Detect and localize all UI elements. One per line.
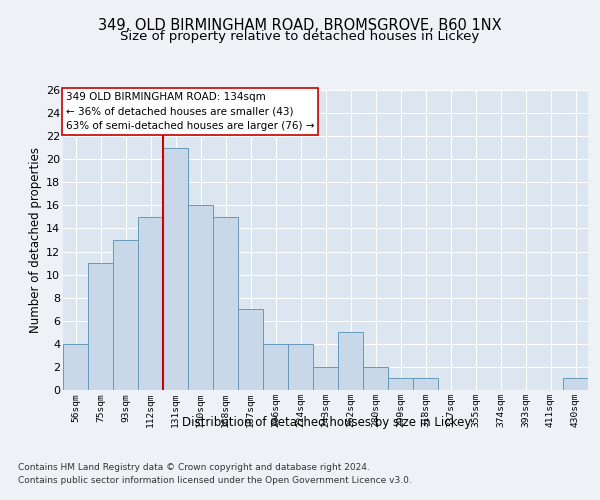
Bar bbox=[213, 217, 238, 390]
Text: Contains public sector information licensed under the Open Government Licence v3: Contains public sector information licen… bbox=[18, 476, 412, 485]
Bar bbox=[388, 378, 413, 390]
Bar bbox=[113, 240, 138, 390]
Bar bbox=[413, 378, 438, 390]
Bar bbox=[88, 263, 113, 390]
Text: 349, OLD BIRMINGHAM ROAD, BROMSGROVE, B60 1NX: 349, OLD BIRMINGHAM ROAD, BROMSGROVE, B6… bbox=[98, 18, 502, 32]
Bar bbox=[313, 367, 338, 390]
Text: Contains HM Land Registry data © Crown copyright and database right 2024.: Contains HM Land Registry data © Crown c… bbox=[18, 464, 370, 472]
Bar bbox=[288, 344, 313, 390]
Text: 349 OLD BIRMINGHAM ROAD: 134sqm
← 36% of detached houses are smaller (43)
63% of: 349 OLD BIRMINGHAM ROAD: 134sqm ← 36% of… bbox=[65, 92, 314, 131]
Bar bbox=[63, 344, 88, 390]
Text: Distribution of detached houses by size in Lickey: Distribution of detached houses by size … bbox=[182, 416, 472, 429]
Bar bbox=[338, 332, 363, 390]
Bar bbox=[563, 378, 588, 390]
Bar bbox=[188, 206, 213, 390]
Bar bbox=[263, 344, 288, 390]
Y-axis label: Number of detached properties: Number of detached properties bbox=[29, 147, 42, 333]
Bar bbox=[138, 217, 163, 390]
Bar bbox=[163, 148, 188, 390]
Bar bbox=[238, 309, 263, 390]
Text: Size of property relative to detached houses in Lickey: Size of property relative to detached ho… bbox=[121, 30, 479, 43]
Bar bbox=[363, 367, 388, 390]
